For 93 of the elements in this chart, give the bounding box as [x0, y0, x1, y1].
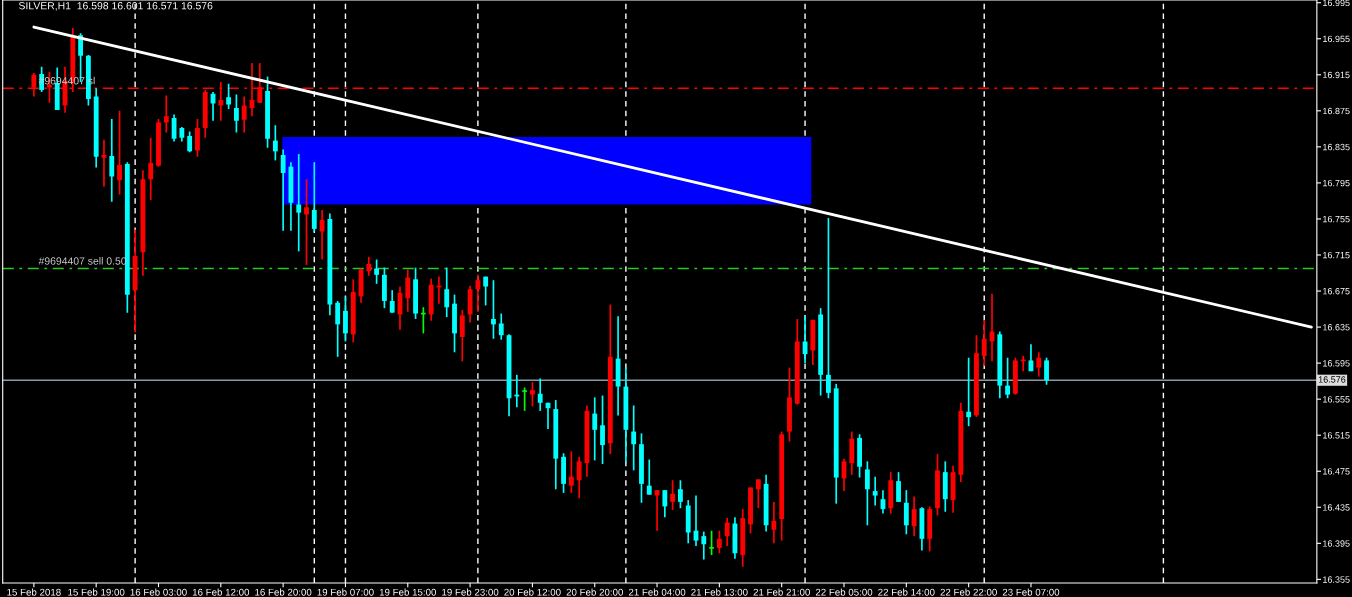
candlestick: [678, 479, 683, 510]
candlestick: [389, 289, 395, 314]
candlestick: [1036, 351, 1042, 378]
candlestick: [771, 501, 777, 545]
candlestick: [631, 404, 637, 472]
y-tick-label: 16.875: [1323, 107, 1350, 115]
candlestick: [280, 148, 286, 232]
candlestick: [241, 95, 247, 134]
candlestick: [475, 273, 481, 313]
candlestick: [296, 153, 302, 253]
candlestick: [233, 93, 239, 134]
x-tick-label: 20 Feb 20:00: [566, 588, 623, 596]
candlestick: [716, 529, 722, 555]
candlestick: [911, 495, 917, 537]
candlestick: [311, 161, 317, 233]
y-tick-label: 16.915: [1323, 71, 1350, 79]
candlestick: [537, 377, 543, 412]
candlestick: [530, 381, 535, 408]
candlestick: [226, 82, 232, 110]
candlestick: [109, 118, 115, 203]
x-tick-label: 19 Feb 15:00: [379, 588, 437, 596]
x-tick-label: 15 Feb 19:00: [68, 588, 125, 596]
y-tick-label: 16.555: [1323, 396, 1350, 403]
x-tick-label: 21 Feb 13:00: [691, 588, 748, 596]
candlestick: [600, 394, 605, 465]
candlestick: [724, 517, 730, 547]
x-tick-label: 23 Feb 07:00: [1002, 588, 1060, 596]
y-tick-label: 16.355: [1323, 576, 1350, 583]
y-tick-label: 16.515: [1323, 432, 1350, 439]
x-tick-label: 19 Feb 07:00: [317, 588, 374, 596]
y-tick-label: 16.955: [1323, 35, 1350, 43]
candlestick: [896, 471, 901, 503]
x-tick-label: 16 Feb 12:00: [192, 588, 250, 596]
candlestick: [444, 266, 450, 318]
candlestick: [646, 458, 652, 496]
candlestick: [662, 489, 668, 519]
x-tick-label: 22 Feb 22:00: [940, 588, 997, 596]
x-tick-label: 21 Feb 04:00: [628, 588, 686, 596]
candlestick: [366, 255, 372, 277]
candlestick: [701, 530, 707, 561]
candlestick: [163, 94, 169, 134]
candlestick: [521, 386, 528, 412]
candlestick: [272, 124, 278, 162]
candlestick: [864, 460, 870, 527]
candlestick: [117, 109, 122, 196]
candlestick: [755, 478, 761, 510]
candlestick: [374, 258, 380, 285]
y-tick-label: 16.675: [1323, 288, 1350, 295]
y-tick-label: 16.595: [1323, 360, 1350, 367]
y-tick-label: 16.795: [1323, 179, 1350, 187]
x-tick-label: 19 Feb 23:00: [442, 588, 499, 596]
candlestick: [568, 450, 574, 494]
x-tick-label: 22 Feb 14:00: [878, 588, 935, 596]
y-tick-label: 16.635: [1323, 324, 1350, 331]
candlestick: [654, 489, 660, 532]
x-tick-label: 16 Feb 20:00: [255, 588, 312, 596]
y-tick-label: 16.475: [1323, 468, 1350, 475]
candlestick: [491, 279, 496, 340]
candlestick: [708, 529, 715, 556]
ref-line-label: 16.576: [1318, 376, 1346, 383]
candlestick: [670, 479, 676, 511]
x-tick-label: 21 Feb 21:00: [753, 588, 810, 596]
candlestick: [872, 475, 878, 507]
candlestick: [195, 118, 200, 158]
candlestick: [981, 319, 987, 367]
candlestick: [903, 489, 909, 536]
candlestick: [1044, 356, 1049, 386]
y-tick-label: 16.835: [1323, 143, 1350, 151]
y-tick-label: 16.435: [1323, 504, 1350, 511]
x-tick-label: 20 Feb 12:00: [504, 588, 561, 596]
candlestick: [576, 455, 582, 500]
x-tick-label: 16 Feb 03:00: [130, 588, 187, 596]
candlestick: [101, 138, 107, 188]
candlestick: [148, 137, 154, 201]
candlestick: [459, 309, 465, 363]
candlestick: [343, 295, 348, 343]
y-tick-label: 16.395: [1323, 540, 1350, 547]
y-tick-label: 16.995: [1323, 0, 1350, 7]
candlestick: [483, 275, 489, 307]
candlestick: [405, 268, 411, 313]
y-tick-label: 16.755: [1323, 215, 1350, 223]
candlestick: [498, 312, 504, 341]
candlestick: [187, 130, 193, 154]
candlestick: [319, 209, 325, 261]
y-tick-label: 16.715: [1323, 251, 1350, 259]
candlestick: [826, 217, 831, 400]
x-tick-label: 22 Feb 05:00: [815, 588, 873, 596]
candlestick: [1005, 356, 1011, 400]
candlestick: [335, 300, 341, 358]
candlestick: [592, 396, 598, 462]
x-tick-label: 15 Feb 2018: [7, 588, 61, 596]
candlestick: [304, 178, 309, 266]
candlestick: [966, 356, 972, 428]
